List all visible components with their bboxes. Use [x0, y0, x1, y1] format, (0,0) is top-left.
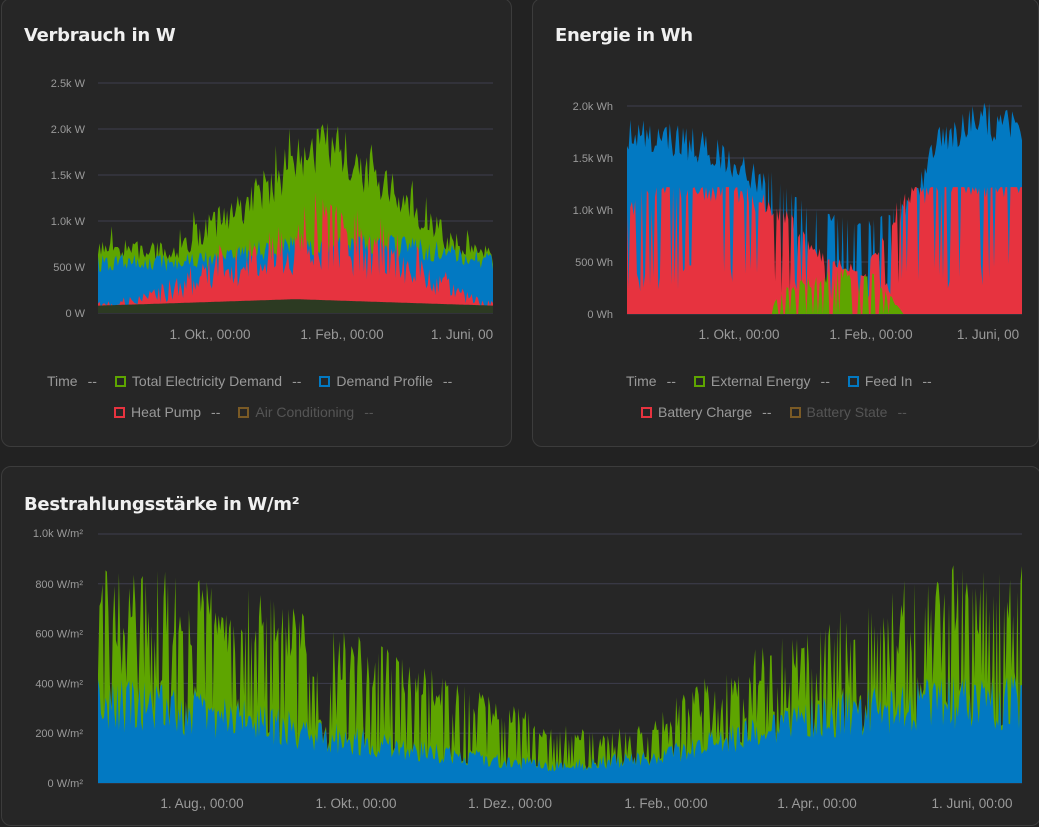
y-tick-label: 1.5k W: [51, 170, 86, 182]
legend-label: Time: [47, 373, 78, 389]
y-tick-label: 2.0k Wh: [573, 101, 613, 113]
y-tick-label: 600 W/m²: [35, 629, 83, 641]
legend-row: Heat Pump -- Air Conditioning --: [114, 404, 392, 420]
legend-value: --: [211, 404, 221, 420]
legend-swatch: [641, 406, 652, 418]
legend-value: --: [87, 373, 97, 389]
legend-value: --: [364, 404, 374, 420]
legend-item[interactable]: Heat Pump --: [114, 404, 220, 420]
x-tick-label: 1. Juni, 00: [957, 327, 1019, 342]
consumption-card: Verbrauch in W 0 W 500 W 1.0k W 1.5k W 2.0k …: [1, 0, 512, 447]
legend-value: --: [762, 404, 772, 420]
legend-label: External Energy: [710, 373, 811, 389]
legend-item[interactable]: Battery State --: [789, 404, 907, 420]
y-tick-label: 500 W: [53, 262, 85, 274]
legend-value: --: [820, 373, 830, 389]
legend-label: Time: [626, 373, 657, 389]
legend-row: Time -- Total Electricity Demand -- Demand P…: [47, 373, 470, 389]
irradiance-card: Bestrahlungsstärke in W/m² 0 W/m² 200 W/m…: [1, 466, 1039, 826]
x-tick-label: 1. Feb., 00:00: [624, 796, 707, 811]
series-battery-charge: [627, 187, 1022, 314]
legend-value: --: [292, 373, 302, 389]
legend-item[interactable]: External Energy --: [693, 373, 830, 389]
series-heat-pump: [98, 192, 493, 313]
legend-swatch: [319, 375, 331, 387]
y-tick-label: 1.0k W/m²: [33, 528, 83, 540]
irradiance-chart[interactable]: 0 W/m² 200 W/m² 400 W/m² 600 W/m² 800 W/m² 1.…: [2, 467, 1039, 827]
x-tick-label: 1. Juni, 00: [431, 327, 493, 342]
y-tick-label: 1.0k Wh: [573, 205, 613, 217]
x-tick-label: 1. Juni, 00:00: [931, 796, 1012, 811]
x-tick-label: 1. Aug., 00:00: [160, 796, 243, 811]
legend-swatch: [114, 375, 126, 387]
legend-value: --: [442, 373, 453, 389]
y-tick-label: 200 W/m²: [35, 728, 83, 740]
x-tick-label: 1. Feb., 00:00: [300, 327, 383, 342]
y-tick-label: 1.0k W: [51, 216, 86, 228]
legend-row: Time -- External Energy -- Feed In --: [626, 373, 950, 389]
legend-label: Battery Charge: [658, 404, 753, 420]
legend-label: Total Electricity Demand: [131, 373, 283, 389]
legend-swatch: [789, 406, 801, 418]
legend-value: --: [922, 373, 932, 389]
series-air-conditioning: [98, 299, 493, 313]
y-tick-label: 0 W: [65, 308, 85, 320]
y-tick-label: 2.0k W: [51, 124, 86, 136]
legend-item[interactable]: Feed In --: [847, 373, 932, 389]
legend-item[interactable]: Total Electricity Demand --: [114, 373, 302, 389]
y-tick-label: 2.5k W: [51, 78, 86, 90]
x-tick-label: 1. Feb., 00:00: [829, 327, 912, 342]
energy-card: Energie in Wh 0 Wh 500 Wh 1.0k Wh 1.5k Wh 2.…: [532, 0, 1039, 447]
legend-label: Air Conditioning: [255, 404, 355, 420]
legend-item[interactable]: Battery Charge --: [641, 404, 772, 420]
legend-swatch: [693, 375, 705, 387]
legend-swatch: [114, 406, 125, 418]
x-tick-label: 1. Apr., 00:00: [777, 796, 857, 811]
y-tick-label: 0 Wh: [587, 309, 613, 321]
consumption-chart[interactable]: 0 W 500 W 1.0k W 1.5k W 2.0k W 2.5k W 1. Okt.,…: [2, 0, 513, 448]
legend-label: Heat Pump: [131, 404, 202, 420]
y-tick-label: 500 Wh: [575, 257, 613, 269]
legend-item[interactable]: Air Conditioning --: [238, 404, 374, 420]
y-tick-label: 1.5k Wh: [573, 153, 613, 165]
legend-row: Battery Charge -- Battery State --: [641, 404, 925, 420]
x-tick-label: 1. Okt., 00:00: [698, 327, 779, 342]
legend-item[interactable]: Demand Profile --: [319, 373, 452, 389]
legend-label: Battery State: [806, 404, 888, 420]
y-tick-label: 0 W/m²: [48, 778, 84, 790]
card-title: Energie in Wh: [555, 25, 693, 46]
legend-label: Demand Profile: [336, 373, 433, 389]
legend-value: --: [897, 404, 907, 420]
legend-item: Time --: [626, 373, 676, 389]
legend-value: --: [666, 373, 676, 389]
x-tick-label: 1. Dez., 00:00: [468, 796, 552, 811]
series-diffuse-irradiance: [98, 675, 1022, 783]
card-title: Verbrauch in W: [24, 25, 176, 46]
legend-item: Time --: [47, 373, 97, 389]
y-tick-label: 400 W/m²: [35, 678, 83, 690]
legend-swatch: [847, 375, 859, 387]
x-tick-label: 1. Okt., 00:00: [315, 796, 396, 811]
legend-label: Feed In: [864, 373, 913, 389]
energy-chart[interactable]: 0 Wh 500 Wh 1.0k Wh 1.5k Wh 2.0k Wh 1. Okt., …: [533, 0, 1039, 448]
y-tick-label: 800 W/m²: [35, 579, 83, 591]
series-external-energy: [627, 268, 1022, 314]
x-tick-label: 1. Okt., 00:00: [169, 327, 250, 342]
card-title: Bestrahlungsstärke in W/m²: [24, 494, 300, 515]
legend-swatch: [238, 406, 250, 418]
